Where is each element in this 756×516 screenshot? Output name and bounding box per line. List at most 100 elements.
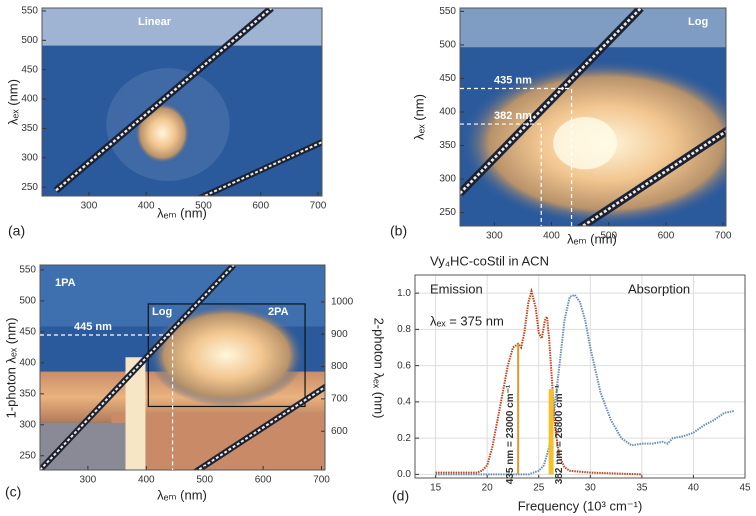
excitation-marker xyxy=(548,389,554,475)
annotation: λₑₓ = 375 nm xyxy=(430,313,504,328)
plot-frame xyxy=(41,7,323,197)
x-tick-label: 300 xyxy=(486,231,503,242)
x-tick-label: 400 xyxy=(543,231,560,242)
plot-frame xyxy=(39,264,326,471)
contour-image xyxy=(42,8,322,196)
guide-label: 382 nm xyxy=(494,110,532,122)
y-axis-label: λₑₓ (nm) xyxy=(5,79,20,125)
y-tick-label: 450 xyxy=(19,327,36,338)
y-tick-label: 250 xyxy=(21,182,38,193)
series-line xyxy=(435,293,735,476)
contour-peak xyxy=(125,357,146,470)
y2-axis-label: 2-photon λₑₓ (nm) xyxy=(372,318,387,419)
panel-letter: (b) xyxy=(390,223,407,239)
y-tick-label: 0.4 xyxy=(397,397,411,408)
x-axis-label: λₑₘ (nm) xyxy=(567,231,617,246)
panel-letter: (c) xyxy=(5,484,21,500)
x-tick-label: 300 xyxy=(80,475,97,486)
x-tick-label: 300 xyxy=(81,201,98,212)
annotation: 1PA xyxy=(55,277,76,289)
y-tick-label: 400 xyxy=(439,107,456,118)
y-tick-label: 400 xyxy=(19,357,36,368)
y-tick-label: 350 xyxy=(439,140,456,151)
x-tick-label: 400 xyxy=(138,201,155,212)
y-tick-label: 400 xyxy=(21,94,38,105)
annotation: Emission xyxy=(430,281,483,296)
scatter-streak-core xyxy=(196,385,325,470)
guide-line xyxy=(460,87,573,226)
annotation: Absorption xyxy=(628,281,690,296)
x-tick-label: 600 xyxy=(255,475,272,486)
x-tick-label: 400 xyxy=(138,475,155,486)
y-tick-label: 350 xyxy=(21,123,38,134)
y-tick-label: 550 xyxy=(21,6,38,17)
marker-label: 435 nm = 23000 cm⁻¹ xyxy=(505,384,516,484)
y-tick-label: 450 xyxy=(439,73,456,84)
annotation: Linear xyxy=(138,16,172,28)
contour-image xyxy=(40,265,325,470)
x-tick-label: 500 xyxy=(600,231,617,242)
noise-region xyxy=(460,8,726,48)
x-axis-label: Frequency (10³ cm⁻¹) xyxy=(518,498,643,513)
y-tick-label: 250 xyxy=(439,207,456,218)
x-tick-label: 40 xyxy=(688,483,700,494)
contour-image xyxy=(460,8,726,226)
annotation: 2PA xyxy=(268,306,289,318)
contour-lower-left xyxy=(40,422,126,470)
x-tick-label: 500 xyxy=(196,475,213,486)
y-tick-label: 250 xyxy=(19,450,36,461)
plot-area xyxy=(415,275,745,478)
x-tick-label: 30 xyxy=(585,483,597,494)
panel-letter: (a) xyxy=(8,223,25,239)
guide-line xyxy=(40,334,174,470)
annotation: Log xyxy=(152,306,172,318)
y2-tick-label: 900 xyxy=(331,329,348,340)
series-line xyxy=(435,287,642,476)
y2-tick-label: 600 xyxy=(331,426,348,437)
contour-peak xyxy=(134,102,191,165)
x-tick-label: 600 xyxy=(658,231,675,242)
y-tick-label: 550 xyxy=(439,6,456,17)
scatter-streak-core xyxy=(580,129,726,226)
y-tick-label: 300 xyxy=(439,174,456,185)
annotation: Log xyxy=(688,16,708,28)
panel-title: Vy₄HC-coStil in ACN xyxy=(430,253,549,268)
scatter-streak-core xyxy=(460,8,642,195)
plot-frame xyxy=(414,274,746,479)
guide-line xyxy=(460,123,542,226)
plot-frame xyxy=(459,7,727,227)
y-tick-label: 550 xyxy=(19,265,36,276)
y2-tick-label: 700 xyxy=(331,394,348,405)
x-tick-label: 500 xyxy=(195,201,212,212)
noise-region xyxy=(42,8,322,46)
y-tick-label: 0.8 xyxy=(397,324,411,335)
y-tick-label: 300 xyxy=(21,152,38,163)
marker-label: 382 nm = 26800 cm⁻¹ xyxy=(554,384,565,484)
x-tick-label: 20 xyxy=(482,483,494,494)
guide-label: 445 nm xyxy=(74,321,112,333)
x-axis-label: λₑₘ (nm) xyxy=(157,205,207,220)
y-tick-label: 300 xyxy=(19,419,36,430)
y-tick-label: 500 xyxy=(21,35,38,46)
y2-tick-label: 1000 xyxy=(331,297,354,308)
panel-letter: (d) xyxy=(392,488,409,504)
y-axis-label: 1-photon λₑₓ (nm) xyxy=(3,318,18,419)
y-tick-label: 500 xyxy=(439,40,456,51)
x-tick-label: 700 xyxy=(313,475,330,486)
scatter-streak-core xyxy=(55,8,273,192)
y-tick-label: 450 xyxy=(21,64,38,75)
inset-2pa xyxy=(147,303,306,408)
scatter-streak-core xyxy=(201,141,322,196)
y-tick-label: 350 xyxy=(19,388,36,399)
y2-tick-label: 800 xyxy=(331,361,348,372)
y-tick-label: 0.2 xyxy=(397,433,411,444)
guide-label: 435 nm xyxy=(494,74,532,86)
y-tick-label: 500 xyxy=(19,296,36,307)
x-tick-label: 700 xyxy=(310,201,327,212)
x-tick-label: 700 xyxy=(715,231,732,242)
x-tick-label: 600 xyxy=(252,201,269,212)
x-tick-label: 25 xyxy=(533,483,545,494)
y-tick-label: 0.0 xyxy=(397,469,411,480)
